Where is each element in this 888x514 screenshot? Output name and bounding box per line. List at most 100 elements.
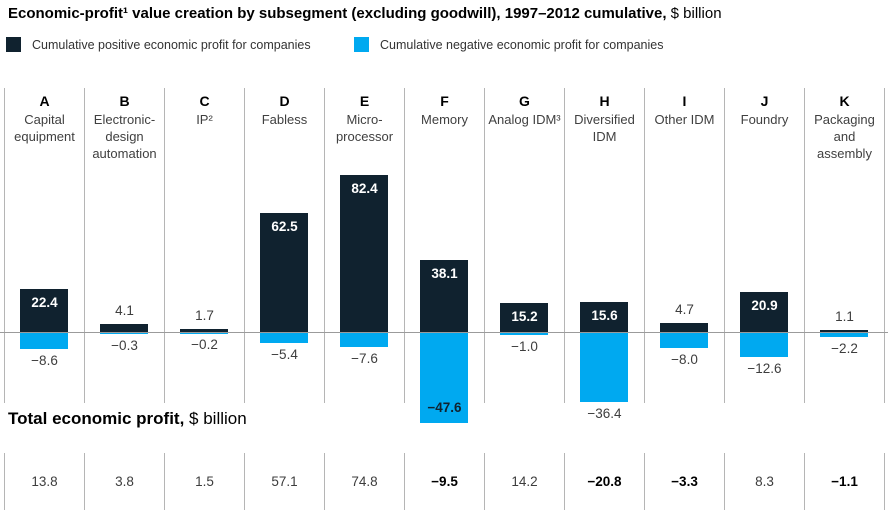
category-name: Analog IDM³ <box>488 112 561 127</box>
negative-value-label: −7.6 <box>351 351 378 367</box>
total-value: −9.5 <box>404 453 484 510</box>
category-name: Memory <box>421 112 468 127</box>
category-column-k: K Packaging and assembly 1.1 −2.2 <box>804 88 884 403</box>
negative-bar <box>260 333 308 344</box>
total-value: −1.1 <box>804 453 884 510</box>
positive-bar <box>100 324 148 332</box>
negative-value-label: −5.4 <box>271 347 298 363</box>
category-column-j: J Foundry 20.9 −12.6 <box>724 88 804 403</box>
category-letter: I <box>682 93 687 109</box>
category-name: Micro-processor <box>335 112 394 144</box>
positive-value-label: 4.7 <box>675 302 694 318</box>
positive-bar <box>20 289 68 332</box>
negative-value-label: −0.2 <box>191 337 218 353</box>
category-letter: B <box>119 93 130 109</box>
category-column-c: C IP² 1.7 −0.2 <box>164 88 244 403</box>
negative-bar <box>740 333 788 357</box>
category-column-h: H Diversified IDM 15.6 −36.4 <box>564 88 644 421</box>
positive-bar <box>260 213 308 332</box>
negative-value-label: −8.0 <box>671 352 698 368</box>
category-column-i: I Other IDM 4.7 −8.0 <box>644 88 724 403</box>
positive-bar <box>740 292 788 332</box>
total-value: −20.8 <box>564 453 644 510</box>
negative-value-label: −8.6 <box>31 353 58 369</box>
category-letter: A <box>39 93 50 109</box>
negative-bar <box>100 333 148 334</box>
totals-heading-unit: $ billion <box>184 409 247 428</box>
category-letter: C <box>199 93 210 109</box>
positive-bar <box>820 329 868 332</box>
legend-label-negative: Cumulative negative economic profit for … <box>380 37 664 52</box>
total-value: 3.8 <box>84 453 164 510</box>
category-letter: G <box>519 93 530 109</box>
category-letter: K <box>839 93 850 109</box>
positive-value-label: 22.4 <box>31 295 58 311</box>
negative-value-label: −12.6 <box>747 360 782 376</box>
negative-legend-swatch <box>354 37 369 52</box>
category-name: Foundry <box>740 112 789 127</box>
positive-bar <box>180 328 228 332</box>
category-name: Fabless <box>261 112 308 127</box>
category-letter: E <box>359 93 370 109</box>
positive-bar <box>580 302 628 332</box>
positive-legend-swatch <box>6 37 21 52</box>
category-column-b: B Electronic-design automation 4.1 −0.3 <box>84 88 164 403</box>
positive-value-label: 4.1 <box>115 303 134 319</box>
legend-item-negative: Cumulative negative economic profit for … <box>354 37 663 52</box>
totals-row: 13.8 3.8 1.5 57.1 74.8 −9.5 14.2 −20.8 −3.3 8.3 −1… <box>4 453 885 510</box>
positive-bar <box>340 175 388 332</box>
total-value: 14.2 <box>484 453 564 510</box>
category-column-e: E Micro-processor 82.4 −7.6 <box>324 88 404 403</box>
chart-plot-area: A Capital equipment 22.4 −8.6 B Electronic-de… <box>4 88 885 424</box>
category-name: IP² <box>196 112 213 127</box>
category-name: Other IDM <box>654 112 715 127</box>
negative-bar <box>660 333 708 349</box>
positive-value-label: 38.1 <box>431 265 458 281</box>
category-column-d: D Fabless 62.5 −5.4 <box>244 88 324 403</box>
category-name: Diversified IDM <box>574 112 635 144</box>
positive-value-label: 20.9 <box>751 298 778 314</box>
negative-bar <box>420 333 468 424</box>
total-value: 8.3 <box>724 453 804 510</box>
negative-bar <box>580 333 628 403</box>
totals-heading-main: Total economic profit, <box>8 409 185 428</box>
positive-value-label: 1.1 <box>835 308 854 324</box>
total-value: 57.1 <box>244 453 324 510</box>
chart-title-unit: $ billion <box>666 5 722 22</box>
totals-heading: Total economic profit, $ billion <box>8 409 247 429</box>
total-value: 13.8 <box>4 453 84 510</box>
chart-title: Economic-profit¹ value creation by subse… <box>8 5 722 22</box>
category-letter: D <box>279 93 290 109</box>
negative-bar <box>340 333 388 348</box>
negative-value-label: −0.3 <box>111 337 138 353</box>
positive-bar <box>660 323 708 332</box>
total-value: 1.5 <box>164 453 244 510</box>
category-name: Electronic-design automation <box>92 112 157 161</box>
positive-value-label: 62.5 <box>271 219 298 235</box>
chart-title-main: Economic-profit¹ value creation by subse… <box>8 5 667 22</box>
category-name: Packaging and assembly <box>814 112 875 161</box>
zero-axis-line <box>0 332 888 333</box>
negative-value-label: −47.6 <box>427 400 462 416</box>
category-column-a: A Capital equipment 22.4 −8.6 <box>4 88 84 403</box>
negative-value-label: −2.2 <box>831 341 858 357</box>
category-column-f: F Memory 38.1 −47.6 <box>404 88 484 424</box>
category-letter: J <box>760 93 769 109</box>
positive-value-label: 15.2 <box>511 309 538 325</box>
category-letter: H <box>599 93 610 109</box>
legend-label-positive: Cumulative positive economic profit for … <box>32 37 311 52</box>
negative-bar <box>500 333 548 335</box>
total-value: −3.3 <box>644 453 724 510</box>
category-name: Capital equipment <box>14 112 75 144</box>
positive-bar <box>500 303 548 332</box>
category-letter: F <box>440 93 449 109</box>
total-value: 74.8 <box>324 453 404 510</box>
positive-value-label: 82.4 <box>351 181 378 197</box>
category-column-g: G Analog IDM³ 15.2 −1.0 <box>484 88 564 403</box>
positive-bar <box>420 259 468 332</box>
negative-bar <box>820 333 868 338</box>
negative-value-label: −36.4 <box>587 406 622 422</box>
negative-value-label: −1.0 <box>511 338 538 354</box>
negative-bar <box>20 333 68 350</box>
